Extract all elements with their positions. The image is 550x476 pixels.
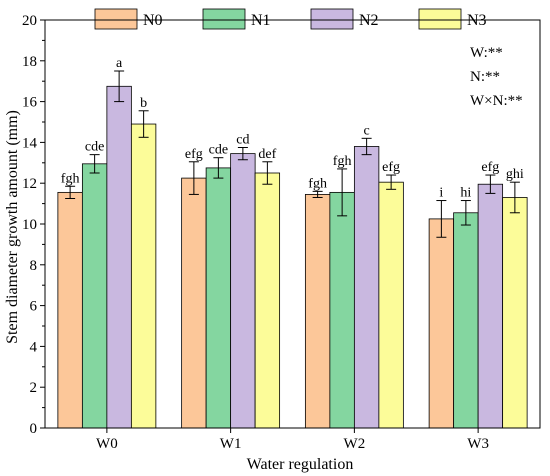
bar-n1-w0 — [81, 163, 108, 429]
significance-letter: fgh — [333, 154, 352, 169]
bar-n2-w2 — [353, 146, 380, 429]
significance-letter: b — [140, 96, 147, 111]
y-tick-label: 16 — [22, 95, 38, 111]
y-tick-label: 10 — [22, 217, 37, 233]
bar-n3-w1 — [254, 172, 281, 429]
significance-letter: i — [439, 186, 443, 201]
bar-n1-w1 — [205, 167, 232, 429]
y-tick-label: 14 — [22, 135, 38, 151]
y-tick-label: 18 — [22, 54, 37, 70]
bar-n0-w1 — [181, 177, 207, 429]
significance-letter: fgh — [61, 171, 80, 186]
bar-n2-w3 — [477, 183, 504, 429]
legend-swatch-n3 — [418, 8, 462, 30]
bar-n2-w1 — [230, 153, 256, 429]
legend-swatch-n0 — [94, 8, 138, 30]
bar-n2-w0 — [106, 85, 132, 429]
significance-annotation: W:** — [470, 45, 503, 61]
significance-letter: c — [364, 123, 370, 138]
annotations: W:** N:** W×N:** — [470, 45, 523, 109]
y-axis-label: Stem diameter growth amount (mm) — [4, 110, 21, 344]
axes: W0 W1 W2 W3 0 2 4 6 8 10 12 14 16 18 20 — [22, 13, 541, 452]
bar-n0-w2 — [304, 194, 331, 429]
significance-letter: efg — [382, 160, 400, 175]
significance-letter: hi — [460, 186, 471, 201]
y-tick-label: 12 — [22, 176, 37, 192]
y-tick-label: 2 — [30, 380, 38, 396]
significance-letter: efg — [481, 160, 499, 175]
significance-letter: fgh — [308, 176, 327, 191]
significance-letter: cde — [209, 143, 228, 158]
significance-letter: cde — [85, 140, 104, 155]
significance-letter: cd — [236, 133, 249, 148]
legend: N0 N1 N2 N3 — [94, 8, 487, 30]
significance-annotation: N:** — [470, 69, 500, 85]
x-tick-label: W0 — [96, 436, 118, 452]
bar-n3-w2 — [378, 181, 404, 429]
bar-n3-w3 — [502, 197, 528, 429]
x-axis-label: Water regulation — [247, 456, 354, 473]
legend-swatch-n1 — [202, 8, 246, 30]
significance-letter: a — [116, 56, 123, 71]
bar-n1-w2 — [329, 191, 355, 429]
y-tick-label: 8 — [30, 258, 38, 274]
y-tick-label: 4 — [30, 339, 38, 355]
bar-n1-w3 — [453, 212, 479, 429]
x-tick-label: W2 — [344, 436, 366, 452]
significance-letter: ghi — [506, 167, 524, 182]
bar-n0-w3 — [428, 218, 455, 429]
significance-letter: def — [258, 147, 276, 162]
bar-n0-w0 — [57, 191, 83, 429]
y-tick-label: 6 — [30, 299, 38, 315]
legend-swatch-n2 — [310, 8, 354, 30]
bar-n3-w0 — [130, 123, 157, 429]
significance-annotation: W×N:** — [470, 93, 523, 109]
x-tick-label: W1 — [220, 436, 242, 452]
y-tick-label: 20 — [22, 13, 37, 29]
y-tick-label: 0 — [30, 421, 38, 437]
significance-letter: efg — [185, 147, 203, 162]
x-tick-label: W3 — [467, 436, 489, 452]
